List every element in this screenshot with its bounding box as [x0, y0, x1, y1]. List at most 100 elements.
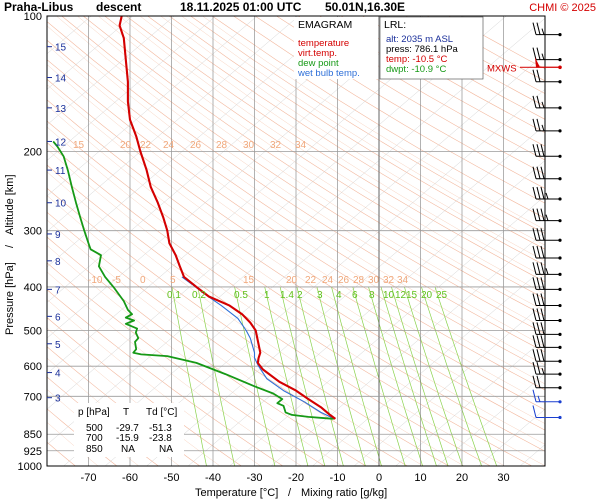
temperature-tick-label: -10	[330, 472, 346, 484]
wind-barb-feather	[532, 228, 537, 241]
mixing-ratio-label: 0.2	[192, 290, 206, 301]
reference-line	[47, 16, 465, 374]
wind-barb-feather	[536, 208, 541, 221]
altitude-tick-label: 13	[55, 104, 67, 115]
legend-dew-point: dew point	[298, 58, 339, 69]
adiabat-label-upper: 24	[163, 140, 175, 151]
wind-barb-feather	[532, 22, 537, 35]
wind-barb-station	[558, 33, 562, 37]
altitude-tick-label: 11	[55, 166, 66, 177]
adiabat-label-lower: 15	[243, 275, 255, 286]
temperature-tick-label: -70	[81, 472, 97, 484]
wind-barb-feather	[540, 322, 545, 335]
wind-barb-half-feather	[537, 395, 541, 402]
table-row-0-t: -29.7	[116, 423, 139, 434]
wind-barb-feather	[536, 95, 541, 108]
table-row-0-td: -51.3	[149, 423, 172, 434]
wind-barb-feather	[532, 245, 537, 259]
wind-barb-station	[558, 386, 562, 390]
adiabat-label-lower: -5	[112, 275, 121, 286]
copyright: CHMI © 2025	[529, 2, 596, 14]
wind-barb-feather	[536, 118, 541, 131]
x-axis-title: Temperature [°C]	[195, 487, 278, 499]
pressure-tick-label: 100	[24, 11, 42, 23]
adiabat-label-lower: 22	[305, 275, 317, 286]
moist-adiabat-line	[47, 64, 545, 404]
adiabat-label-upper: 30	[243, 140, 255, 151]
wind-barb-half-feather	[541, 101, 545, 109]
temperature-tick-label: -20	[288, 472, 304, 484]
table-row-2-td: NA	[159, 444, 173, 455]
wind-barb-feather	[532, 405, 537, 418]
wind-barb-feather	[532, 166, 537, 179]
wind-barb-station	[558, 372, 562, 376]
pressure-tick-label: 300	[24, 226, 42, 238]
adiabat-label-upper: 22	[140, 140, 152, 151]
wind-barb-half-feather	[541, 53, 545, 60]
pressure-tick-label: 600	[24, 361, 42, 373]
wind-barb-feather	[536, 335, 541, 348]
moist-adiabat-line	[181, 16, 545, 246]
wind-barb-feather	[540, 186, 545, 200]
moist-adiabat-line	[98, 16, 545, 312]
wind-barb-feather	[536, 293, 541, 306]
altitude-tick-label: 8	[55, 257, 61, 268]
adiabat-label-lower: -10	[88, 275, 103, 286]
mxws-station	[558, 65, 562, 70]
altitude-tick-label: 5	[55, 340, 61, 351]
mixing-ratio-label: 2	[297, 290, 303, 301]
x-axis-title-secondary: Mixing ratio [g/kg]	[301, 487, 387, 499]
dry-adiabat-line	[47, 78, 545, 411]
moist-adiabat-line	[160, 16, 545, 262]
temperature-profile	[118, 16, 337, 420]
wind-barb-station	[558, 415, 562, 420]
wind-barb-feather	[536, 22, 541, 35]
wind-barb-feather	[532, 47, 537, 60]
lrl-title: LRL:	[384, 19, 406, 31]
table-header-p: p [hPa]	[78, 407, 110, 418]
adiabat-label-upper: 26	[190, 140, 202, 151]
pressure-tick-label: 200	[24, 147, 42, 159]
wind-barb-station	[558, 129, 562, 133]
wind-barb-station	[558, 58, 562, 62]
wind-barb-feather	[532, 375, 537, 388]
wind-barb-feather	[536, 375, 541, 388]
lrl-alt: alt: 2035 m ASL	[386, 34, 453, 45]
reference-line	[47, 16, 299, 232]
table-row-0-p: 500	[86, 423, 103, 434]
mixing-ratio-label: 12	[395, 290, 407, 301]
lrl-press: press: 786.1 hPa	[386, 44, 459, 55]
wind-barb-feather	[536, 362, 541, 375]
pressure-tick-label: 700	[24, 391, 42, 403]
table-row-2-t: NA	[121, 444, 135, 455]
moist-adiabat-line	[56, 16, 545, 347]
y-axis-title: Pressure [hPa]	[4, 262, 16, 335]
wind-barb-feather	[540, 144, 545, 157]
y-axis-title-secondary: Altitude [km]	[4, 174, 16, 235]
dry-adiabat-line	[211, 16, 545, 219]
dry-adiabat-line	[61, 16, 545, 335]
mixing-ratio-label: 0.5	[234, 290, 248, 301]
adiabat-label-upper: 34	[295, 140, 307, 151]
temperature-tick-label: 30	[497, 472, 509, 484]
temperature-tick-label: -30	[247, 472, 263, 484]
dry-adiabat-line	[47, 21, 545, 353]
wind-barb-feather	[540, 335, 545, 348]
mixing-ratio-label: 4	[336, 290, 342, 301]
moist-adiabat-line	[47, 44, 545, 385]
wind-barb-feather	[532, 277, 537, 290]
legend: EMAGRAM temperature virt.temp. dew point…	[294, 17, 378, 79]
wind-barb-feather	[532, 308, 537, 321]
legend-box	[294, 17, 378, 79]
sounding-table: p [hPa] T Td [°C] 500 -29.7 -51.3 700 -1…	[74, 403, 184, 457]
reference-line	[47, 16, 507, 410]
wind-barb-half-feather	[545, 214, 549, 221]
moist-adiabat-line	[77, 16, 545, 329]
mixing-ratio-label: 15	[406, 290, 418, 301]
wind-barb-station	[558, 303, 562, 308]
wind-barb-feather	[536, 277, 541, 290]
reference-line	[47, 16, 424, 339]
wind-barb-half-feather	[541, 124, 545, 132]
wind-barb-feather	[540, 228, 545, 241]
